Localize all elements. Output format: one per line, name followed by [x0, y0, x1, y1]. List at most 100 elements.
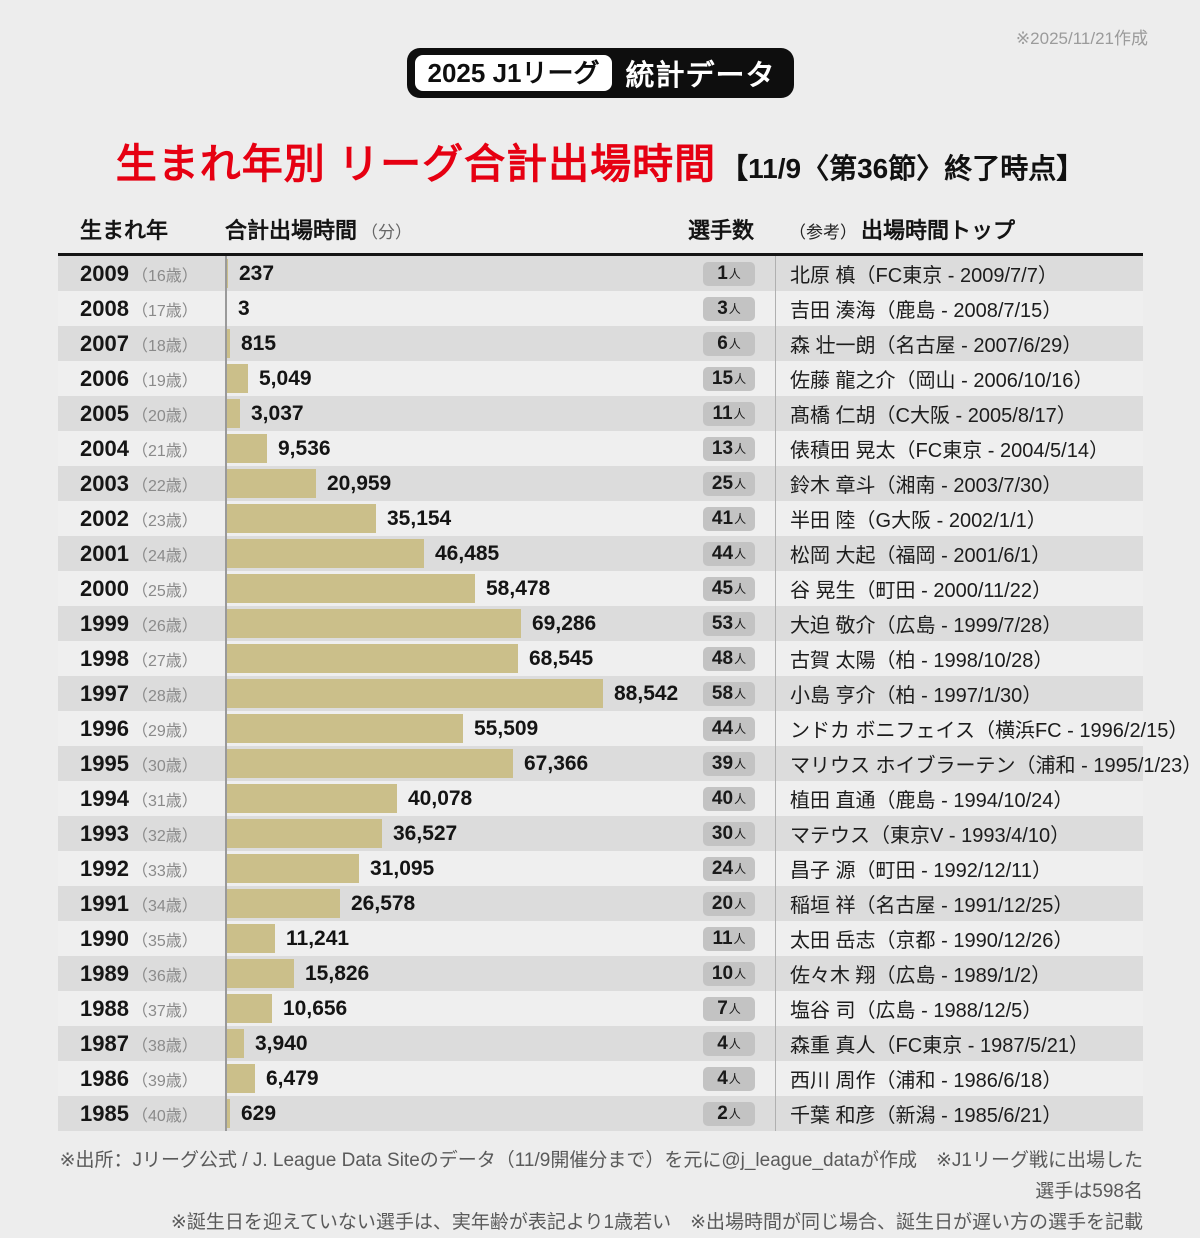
- minutes-bar: [227, 889, 340, 918]
- top-player-value: 俵積田 晃太（FC東京 - 2004/5/14）: [790, 440, 1109, 462]
- top-player-cell: 塩谷 司（広島 - 1988/12/5）: [775, 991, 1143, 1026]
- minutes-bar: [227, 994, 272, 1023]
- top-player-value: 大迫 敬介（広島 - 1999/7/28）: [790, 615, 1063, 637]
- top-player-cell: 稲垣 祥（名古屋 - 1991/12/25）: [775, 886, 1143, 921]
- age-value: （37歳）: [131, 1002, 198, 1020]
- player-count-badge: 11 人: [703, 401, 755, 426]
- birth-year-cell: 1987 （38歳）: [58, 1026, 225, 1061]
- player-count-value: 1: [717, 262, 728, 284]
- birth-year-value: 2007: [80, 330, 129, 356]
- table-row: 2009 （16歳） 237 1 人 北原 槙（FC東京 - 2009/7/7）: [58, 256, 1143, 291]
- top-player-value: 千葉 和彦（新潟 - 1985/6/21）: [790, 1105, 1063, 1127]
- badge-season-label: 2025 J1リーグ: [414, 55, 613, 91]
- minutes-cell: 26,578: [225, 886, 683, 921]
- player-count-cell: 6 人: [683, 326, 775, 361]
- player-count-unit: 人: [734, 547, 747, 561]
- birth-year-cell: 1991 （34歳）: [58, 886, 225, 921]
- top-player-cell: 半田 陸（G大阪 - 2002/1/1）: [775, 501, 1143, 536]
- player-count-unit: 人: [734, 652, 747, 666]
- minutes-cell: 58,478: [225, 571, 683, 606]
- player-count-unit: 人: [733, 407, 746, 421]
- player-count-unit: 人: [728, 337, 741, 351]
- minutes-bar: [227, 609, 521, 638]
- birth-year-cell: 2000 （25歳）: [58, 571, 225, 606]
- minutes-bar: [227, 469, 316, 498]
- birth-year-value: 1995: [80, 750, 129, 776]
- player-count-cell: 53 人: [683, 606, 775, 641]
- top-player-value: 小島 亨介（柏 - 1997/1/30）: [790, 685, 1043, 707]
- minutes-value: 67,366: [524, 751, 589, 775]
- top-player-value: 髙橋 仁胡（C大阪 - 2005/8/17）: [790, 405, 1077, 427]
- stats-table: 生まれ年 合計出場時間 （分） 選手数 （参考） 出場時間トップ 2009 （16歳…: [58, 216, 1200, 1131]
- minutes-value: 58,478: [486, 576, 551, 600]
- minutes-value: 815: [241, 331, 277, 355]
- player-count-badge: 39 人: [703, 751, 755, 776]
- age-value: （39歳）: [131, 1072, 198, 1090]
- table-row: 1999 （26歳） 69,286 53 人 大迫 敬介（広島 - 1999/7…: [58, 606, 1143, 641]
- birth-year-value: 1999: [80, 610, 129, 636]
- birth-year-cell: 2001 （24歳）: [58, 536, 225, 571]
- table-row: 1997 （28歳） 88,542 58 人 小島 亨介（柏 - 1997/1/…: [58, 676, 1143, 711]
- birth-year-cell: 2004 （21歳）: [58, 431, 225, 466]
- header-badge: 2025 J1リーグ 統計データ: [0, 0, 1200, 98]
- minutes-cell: 36,527: [225, 816, 683, 851]
- table-row: 1986 （39歳） 6,479 4 人 西川 周作（浦和 - 1986/6/1…: [58, 1061, 1143, 1096]
- table-row: 2008 （17歳） 3 3 人 吉田 湊海（鹿島 - 2008/7/15）: [58, 291, 1143, 326]
- minutes-bar: [227, 434, 267, 463]
- birth-year-value: 1996: [80, 715, 129, 741]
- player-count-cell: 3 人: [683, 291, 775, 326]
- top-player-cell: 吉田 湊海（鹿島 - 2008/7/15）: [775, 291, 1143, 326]
- player-count-badge: 44 人: [703, 541, 755, 566]
- player-count-value: 40: [711, 787, 734, 809]
- age-value: （30歳）: [131, 757, 198, 775]
- minutes-cell: 237: [225, 256, 683, 291]
- player-count-badge: 45 人: [703, 576, 755, 601]
- minutes-cell: 67,366: [225, 746, 683, 781]
- table-row: 2001 （24歳） 46,485 44 人 松岡 大起（福岡 - 2001/6…: [58, 536, 1143, 571]
- footnote-line-1: ※出所：Jリーグ公式 / J. League Data Siteのデータ（11/…: [59, 1150, 1143, 1202]
- birth-year-cell: 1994 （31歳）: [58, 781, 225, 816]
- top-player-cell: 髙橋 仁胡（C大阪 - 2005/8/17）: [775, 396, 1143, 431]
- player-count-unit: 人: [734, 792, 747, 806]
- top-player-value: 植田 直通（鹿島 - 1994/10/24）: [790, 790, 1074, 812]
- top-player-value: 西川 周作（浦和 - 1986/6/18）: [790, 1070, 1063, 1092]
- birth-year-value: 1997: [80, 680, 129, 706]
- minutes-cell: 40,078: [225, 781, 683, 816]
- minutes-cell: 3,037: [225, 396, 683, 431]
- minutes-cell: 11,241: [225, 921, 683, 956]
- minutes-bar: [227, 1099, 230, 1128]
- player-count-unit: 人: [734, 687, 747, 701]
- age-value: （17歳）: [131, 302, 198, 320]
- player-count-cell: 1 人: [683, 256, 775, 291]
- table-row: 2003 （22歳） 20,959 25 人 鈴木 章斗（湘南 - 2003/7…: [58, 466, 1143, 501]
- minutes-value: 15,826: [305, 961, 370, 985]
- top-player-cell: 太田 岳志（京都 - 1990/12/26）: [775, 921, 1143, 956]
- player-count-badge: 4 人: [703, 1066, 755, 1091]
- player-count-value: 11: [712, 927, 733, 949]
- minutes-value: 55,509: [474, 716, 539, 740]
- birth-year-value: 2004: [80, 435, 129, 461]
- player-count-unit: 人: [728, 302, 741, 316]
- player-count-unit: 人: [734, 862, 747, 876]
- birth-year-value: 1988: [80, 995, 129, 1021]
- minutes-bar: [227, 399, 240, 428]
- player-count-value: 3: [717, 297, 728, 319]
- top-player-cell: ンドカ ボニフェイス（横浜FC - 1996/2/15）: [775, 711, 1188, 746]
- player-count-badge: 15 人: [703, 366, 755, 391]
- player-count-unit: 人: [734, 967, 747, 981]
- player-count-cell: 7 人: [683, 991, 775, 1026]
- minutes-value: 9,536: [278, 436, 331, 460]
- minutes-cell: 15,826: [225, 956, 683, 991]
- minutes-value: 20,959: [327, 471, 392, 495]
- birth-year-cell: 1998 （27歳）: [58, 641, 225, 676]
- top-player-cell: 俵積田 晃太（FC東京 - 2004/5/14）: [775, 431, 1143, 466]
- player-count-badge: 40 人: [703, 786, 755, 811]
- player-count-unit: 人: [734, 372, 747, 386]
- player-count-value: 2: [717, 1102, 728, 1124]
- player-count-cell: 24 人: [683, 851, 775, 886]
- minutes-value: 26,578: [351, 891, 416, 915]
- age-value: （16歳）: [131, 267, 198, 285]
- badge-stats-label: 統計データ: [625, 60, 776, 92]
- table-row: 2005 （20歳） 3,037 11 人 髙橋 仁胡（C大阪 - 2005/8…: [58, 396, 1143, 431]
- top-player-value: マリウス ホイブラーテン（浦和 - 1995/1/23）: [790, 755, 1200, 777]
